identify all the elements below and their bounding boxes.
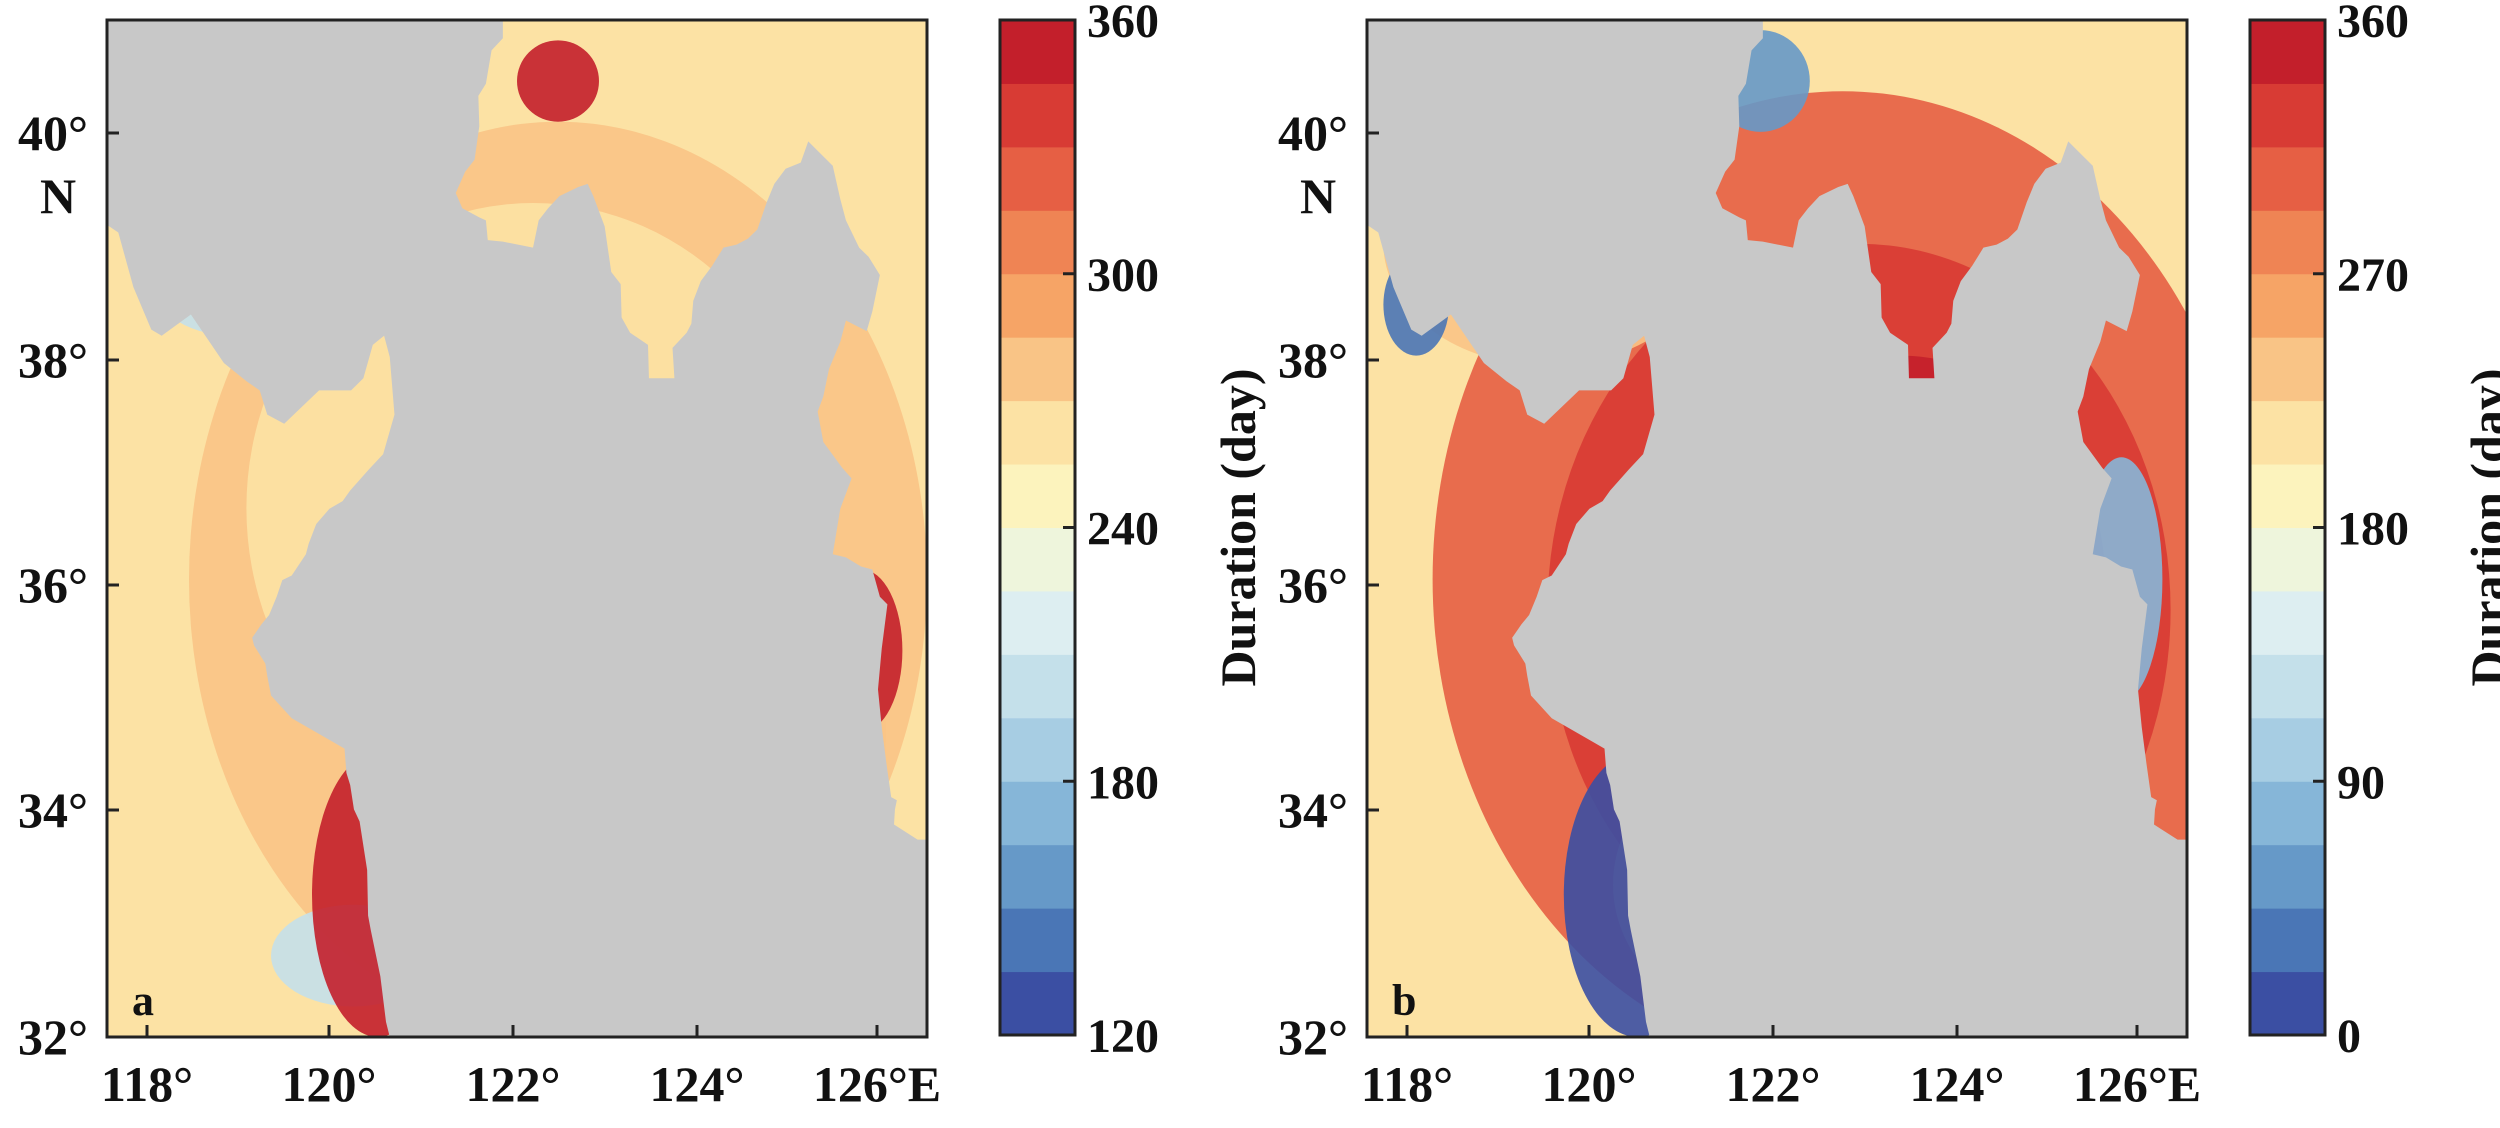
colorbar-tick-label: 270	[2337, 249, 2409, 302]
x-tick-label: 122°	[466, 1056, 561, 1112]
colorbar-tick-label: 180	[1087, 756, 1159, 809]
colorbar-segment	[1000, 400, 1075, 465]
colorbar-tick-label: 240	[1087, 503, 1159, 556]
y-tick-label: 38°	[1278, 332, 1348, 388]
x-tick-label: 118°	[1361, 1056, 1453, 1112]
colorbar-segment	[1000, 717, 1075, 782]
panel-label: a	[132, 976, 154, 1025]
colorbar-tick-label: 90	[2337, 756, 2385, 809]
colorbar-title: Duration (day)	[2460, 368, 2500, 686]
colorbar-segment	[2250, 590, 2325, 655]
x-tick-label: 122°	[1726, 1056, 1821, 1112]
colorbar-segment	[2250, 717, 2325, 782]
y-tick-label: 36°	[1278, 557, 1348, 613]
colorbar-segment	[1000, 908, 1075, 973]
x-tick-label: 124°	[1910, 1056, 2005, 1112]
y-tick-label: 38°	[18, 332, 88, 388]
duration-field	[107, 20, 927, 1037]
y-tick-label: 36°	[18, 557, 88, 613]
colorbar-segment	[1000, 654, 1075, 719]
y-tick-label: 32°	[18, 1009, 88, 1065]
x-tick-label: 120°	[282, 1056, 377, 1112]
colorbar-segment	[2250, 83, 2325, 148]
field-contour	[517, 40, 599, 122]
colorbar-b: 0 90 180 270 360 Duration (day)	[2248, 0, 2500, 1063]
map-panel-b: b 118° 120° 122° 124° 126°E 32° 34° 36° 38° 40° N	[1278, 18, 2201, 1112]
colorbar-segment	[2250, 971, 2325, 1036]
colorbar-segment	[2250, 273, 2325, 338]
x-tick-label: 124°	[650, 1056, 745, 1112]
y-unit-label: N	[1300, 168, 1336, 224]
x-tick-label: 126°E	[813, 1056, 941, 1112]
colorbar-segment	[2250, 337, 2325, 402]
colorbar-segment	[1000, 273, 1075, 338]
colorbar-tick-label: 300	[1087, 249, 1159, 302]
colorbar-segment	[1000, 464, 1075, 528]
colorbar-segment	[2250, 146, 2325, 211]
colorbar-segment	[1000, 83, 1075, 148]
map-panel-a: a 118° 120° 122° 124° 126°E 32° 34° 36° 38° 40° N	[18, 18, 941, 1112]
colorbar-tick-label: 360	[1087, 0, 1159, 48]
x-tick-label: 126°E	[2073, 1056, 2201, 1112]
y-tick-label: 40°	[1278, 105, 1348, 161]
x-tick-label: 120°	[1542, 1056, 1637, 1112]
colorbar-a: 120 180 240 300 360 Duration (day)	[998, 0, 1266, 1063]
panel-label: b	[1392, 976, 1416, 1025]
y-unit-label: N	[40, 168, 76, 224]
colorbar-segment	[2250, 464, 2325, 528]
colorbar-tick-label: 180	[2337, 503, 2409, 556]
colorbar-segment	[1000, 971, 1075, 1036]
colorbar-segment	[2250, 844, 2325, 909]
colorbar-tick-label: 360	[2337, 0, 2409, 48]
colorbar-segment	[2250, 527, 2325, 592]
y-tick-label: 32°	[1278, 1009, 1348, 1065]
colorbar-title: Duration (day)	[1210, 368, 1266, 686]
colorbar-segment	[2250, 20, 2325, 84]
colorbar-tick-label: 0	[2337, 1010, 2361, 1063]
y-tick-label: 34°	[18, 782, 88, 838]
colorbar-tick-label: 120	[1087, 1010, 1159, 1063]
colorbar-segment	[2250, 210, 2325, 275]
colorbar-segment	[1000, 527, 1075, 592]
colorbar-segment	[1000, 210, 1075, 275]
duration-field	[1367, 20, 2187, 1037]
colorbar-segment	[1000, 590, 1075, 655]
map-frame	[1365, 18, 2189, 1039]
colorbar-segment	[2250, 781, 2325, 846]
colorbar-segment	[2250, 908, 2325, 973]
colorbar-segment	[1000, 781, 1075, 846]
colorbar-segment	[2250, 654, 2325, 719]
y-tick-label: 34°	[1278, 782, 1348, 838]
colorbar-segment	[1000, 844, 1075, 909]
colorbar-segment	[1000, 337, 1075, 402]
colorbar-segment	[2250, 400, 2325, 465]
x-tick-label: 118°	[101, 1056, 193, 1112]
colorbar-segment	[1000, 146, 1075, 211]
map-frame	[105, 18, 929, 1039]
colorbar-segment	[1000, 20, 1075, 84]
y-tick-label: 40°	[18, 105, 88, 161]
